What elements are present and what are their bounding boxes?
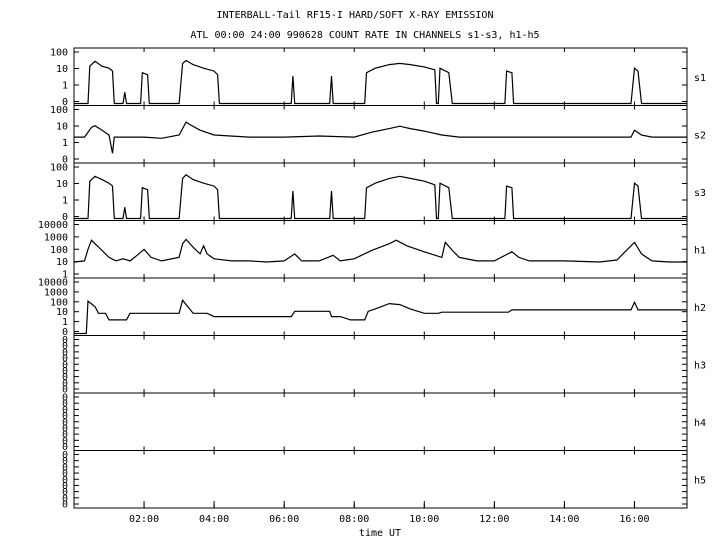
y-tick-label: 0: [62, 500, 68, 511]
channel-label-s1: s1: [694, 73, 706, 84]
y-tick-label: 0: [62, 462, 68, 473]
y-tick-label: 1000: [44, 232, 68, 243]
y-tick-label: 1: [62, 81, 68, 92]
y-tick-label: 10000: [38, 220, 68, 231]
channel-label-h2: h2: [694, 303, 706, 314]
y-tick-label: 0: [62, 417, 68, 428]
y-tick-label: 100: [50, 297, 68, 308]
y-tick-label: 1000: [44, 287, 68, 298]
y-tick-label: 0: [62, 475, 68, 486]
channel-label-h5: h5: [694, 475, 706, 486]
x-tick-label: 14:00: [549, 514, 579, 525]
y-tick-label: 0: [62, 360, 68, 371]
y-tick-label: 1: [62, 138, 68, 149]
y-tick-label: 0: [62, 385, 68, 396]
x-axis: 02:00 04:00 06:00 08:00 10:00 12:00 14:00 16:00: [129, 501, 650, 525]
x-tick-label: 10:00: [409, 514, 439, 525]
y-tick-label: 1: [62, 317, 68, 328]
y-tick-label: 0: [62, 372, 68, 383]
y-tick-label: 1: [62, 196, 68, 207]
y-tick-label: 10000: [38, 278, 68, 289]
x-tick-label: 04:00: [199, 514, 229, 525]
y-tick-label: 10: [56, 179, 68, 190]
y-tick-label: 0: [62, 487, 68, 498]
y-tick-label: 1: [62, 270, 68, 281]
y-tick-label: 0: [62, 378, 68, 389]
series-line-s2: [74, 121, 687, 154]
x-tick-label: 06:00: [269, 514, 299, 525]
y-tick-label: 100: [50, 245, 68, 256]
channel-label-h4: h4: [694, 418, 706, 429]
y-tick-label: 0: [62, 493, 68, 504]
y-tick-label: 0: [62, 97, 68, 108]
y-tick-label: 0: [62, 399, 68, 410]
channel-label-h1: h1: [694, 245, 706, 256]
y-tick-label: 100: [50, 163, 68, 174]
x-tick-label: 02:00: [129, 514, 159, 525]
series-line-h2: [74, 298, 687, 335]
chart-title: INTERBALL-Tail RF15-I HARD/SOFT X-RAY EM…: [217, 10, 494, 21]
x-tick-label: 12:00: [479, 514, 509, 525]
x-tick-label: 08:00: [339, 514, 369, 525]
channel-label-h3: h3: [694, 360, 706, 371]
y-tick-label: 0: [62, 405, 68, 416]
y-tick-label: 0: [62, 393, 68, 404]
y-tick-label: 0: [62, 327, 68, 338]
y-tick-label: 0: [62, 335, 68, 346]
chart-subtitle: ATL 00:00 24:00 990628 COUNT RATE IN CHA…: [190, 30, 539, 41]
y-tick-label: 0: [62, 347, 68, 358]
y-tick-label: 100: [50, 105, 68, 116]
y-tick-label: 0: [62, 456, 68, 467]
y-tick-label: 0: [62, 469, 68, 480]
y-tick-label: 0: [62, 481, 68, 492]
channel-label-s2: s2: [694, 130, 706, 141]
x-axis-label: time UT: [359, 528, 401, 539]
series-line-s1: [74, 59, 687, 105]
y-tick-label: 0: [62, 354, 68, 365]
y-tick-label: 10: [56, 64, 68, 75]
series-line-h1: [73, 238, 687, 263]
y-tick-label: 0: [62, 430, 68, 441]
y-tick-label: 100: [50, 48, 68, 59]
y-tick-label: 0: [62, 423, 68, 434]
channel-label-s3: s3: [694, 188, 706, 199]
y-tick-label: 10: [56, 307, 68, 318]
y-tick-label: 10: [56, 257, 68, 268]
y-tick-label: 0: [62, 366, 68, 377]
x-tick-label: 16:00: [619, 514, 649, 525]
y-tick-label: 0: [62, 155, 68, 166]
y-tick-label: 0: [62, 450, 68, 461]
panels-group: s11001010s21001010s31001010h110000100010…: [38, 48, 706, 511]
y-tick-label: 0: [62, 341, 68, 352]
y-tick-label: 0: [62, 436, 68, 447]
series-line-s3: [74, 174, 687, 220]
y-tick-label: 10: [56, 122, 68, 133]
y-tick-label: 0: [62, 442, 68, 453]
y-tick-label: 0: [62, 212, 68, 223]
y-tick-label: 0: [62, 411, 68, 422]
